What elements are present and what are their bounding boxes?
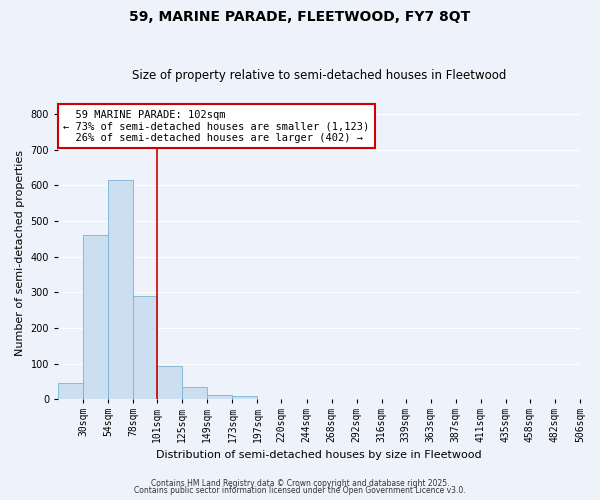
Text: Contains HM Land Registry data © Crown copyright and database right 2025.: Contains HM Land Registry data © Crown c… <box>151 478 449 488</box>
Bar <box>208 395 232 400</box>
Bar <box>133 296 157 400</box>
Bar <box>182 387 208 400</box>
Bar <box>108 180 133 400</box>
Text: 59, MARINE PARADE, FLEETWOOD, FY7 8QT: 59, MARINE PARADE, FLEETWOOD, FY7 8QT <box>130 10 470 24</box>
Text: Contains public sector information licensed under the Open Government Licence v3: Contains public sector information licen… <box>134 486 466 495</box>
Text: 59 MARINE PARADE: 102sqm
← 73% of semi-detached houses are smaller (1,123)
  26%: 59 MARINE PARADE: 102sqm ← 73% of semi-d… <box>64 110 370 143</box>
Y-axis label: Number of semi-detached properties: Number of semi-detached properties <box>15 150 25 356</box>
Title: Size of property relative to semi-detached houses in Fleetwood: Size of property relative to semi-detach… <box>132 69 506 82</box>
Bar <box>232 396 257 400</box>
Bar <box>83 236 108 400</box>
X-axis label: Distribution of semi-detached houses by size in Fleetwood: Distribution of semi-detached houses by … <box>156 450 482 460</box>
Bar <box>58 384 83 400</box>
Bar <box>157 366 182 400</box>
